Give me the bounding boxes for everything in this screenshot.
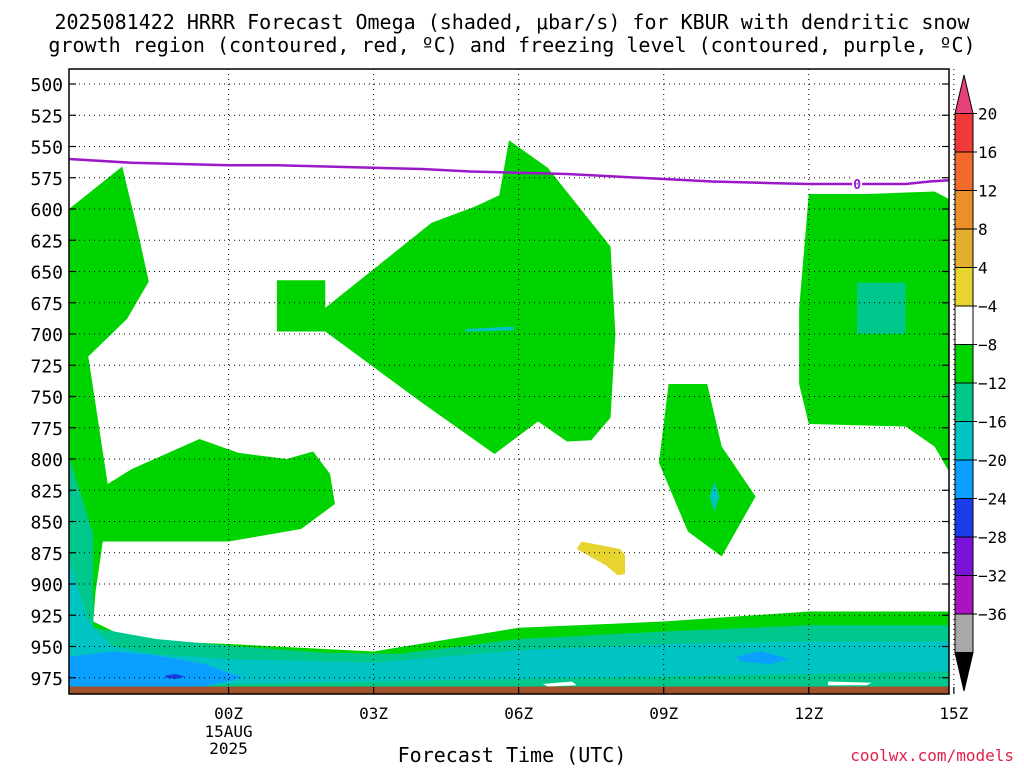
y-axis: 500 525 550 575 600 625 650 675 700 725 750 775 800 8… xyxy=(30,75,949,690)
omega-region-2 xyxy=(658,384,756,557)
colorbar-swatch xyxy=(954,344,974,384)
colorbar-label: −12 xyxy=(978,374,1007,393)
y-tick-label: 650 xyxy=(30,263,63,284)
omega-region-10 xyxy=(165,674,185,679)
colorbar-label: −36 xyxy=(978,605,1007,624)
y-tick-label: 950 xyxy=(30,638,63,659)
colorbar-swatch xyxy=(954,113,974,153)
x-tick-label: 06Z xyxy=(504,704,533,723)
x-tick-label: 15Z xyxy=(939,704,968,723)
omega-region-4 xyxy=(857,282,906,334)
colorbar-label: 20 xyxy=(978,105,997,124)
colorbar-swatch xyxy=(954,575,974,615)
colorbar-swatch xyxy=(954,228,974,268)
x-tick-label: 00Z xyxy=(214,704,243,723)
colorbar-label: −4 xyxy=(978,297,997,316)
omega-region-7 xyxy=(69,559,949,692)
y-tick-label: 825 xyxy=(30,481,63,502)
colorbar-label: −20 xyxy=(978,451,1007,470)
omega-region-6 xyxy=(69,456,949,694)
x-axis-title: Forecast Time (UTC) xyxy=(397,743,627,767)
omega-region-8 xyxy=(69,651,244,692)
y-tick-label: 875 xyxy=(30,544,63,565)
omega-region-12 xyxy=(465,326,514,332)
y-tick-label: 925 xyxy=(30,606,63,627)
colorbar-swatch xyxy=(954,382,974,422)
y-tick-label: 675 xyxy=(30,294,63,315)
y-tick-label: 625 xyxy=(30,231,63,252)
omega-region-5 xyxy=(576,541,625,576)
y-tick-label: 575 xyxy=(30,169,63,190)
colorbar-swatch xyxy=(954,305,974,345)
y-tick-label: 900 xyxy=(30,575,63,596)
colorbar: 20 16 12 8 4 −4 −8 −12 −16 −20 −24 −28 −32 −36 xyxy=(954,74,1007,692)
x-tick-sublabel: 15AUG xyxy=(204,722,252,741)
omega-region-9 xyxy=(736,651,790,664)
credit-link[interactable]: coolwx.com/models xyxy=(850,746,1014,765)
x-tick-sublabel: 2025 xyxy=(209,739,248,758)
colorbar-label: 4 xyxy=(978,259,988,278)
chart-title-line2: growth region (contoured, red, ºC) and f… xyxy=(48,33,976,57)
y-tick-label: 525 xyxy=(30,106,63,127)
colorbar-swatch xyxy=(954,652,974,692)
y-tick-label: 500 xyxy=(30,75,63,96)
y-tick-label: 850 xyxy=(30,513,63,534)
colorbar-label: −28 xyxy=(978,528,1007,547)
y-tick-label: 750 xyxy=(30,388,63,409)
freezing-level-line xyxy=(68,157,950,186)
colorbar-label: −16 xyxy=(978,413,1007,432)
colorbar-label: 8 xyxy=(978,220,988,239)
omega-region-1 xyxy=(276,140,616,455)
colorbar-swatch xyxy=(954,498,974,538)
y-tick-label: 775 xyxy=(30,419,63,440)
freezing-level-label-bg xyxy=(852,176,863,192)
y-tick-label: 550 xyxy=(30,138,63,159)
chart-title-line1: 2025081422 HRRR Forecast Omega (shaded, … xyxy=(54,10,970,34)
colorbar-swatch xyxy=(954,536,974,576)
colorbar-swatch xyxy=(954,421,974,461)
y-tick-label: 700 xyxy=(30,325,63,346)
colorbar-label: −32 xyxy=(978,567,1007,586)
y-tick-label: 975 xyxy=(30,669,63,690)
y-tick-label: 800 xyxy=(30,450,63,471)
colorbar-swatch xyxy=(954,267,974,307)
omega-region-14 xyxy=(828,681,872,686)
y-tick-label: 725 xyxy=(30,356,63,377)
colorbar-swatch xyxy=(954,151,974,191)
colorbar-swatch xyxy=(954,190,974,230)
colorbar-label: 12 xyxy=(978,182,997,201)
colorbar-label: −24 xyxy=(978,490,1007,509)
colorbar-swatch xyxy=(954,74,974,114)
omega-region-13 xyxy=(542,681,577,687)
omega-region-15 xyxy=(69,686,949,694)
freezing-level-label: 0 xyxy=(853,178,861,193)
x-tick-label: 03Z xyxy=(359,704,388,723)
omega-region-11 xyxy=(709,481,720,512)
freezing-level-group: 0 xyxy=(68,157,950,193)
colorbar-swatch xyxy=(954,459,974,499)
colorbar-label: −8 xyxy=(978,336,997,355)
x-tick-label: 09Z xyxy=(649,704,678,723)
gridlines xyxy=(69,69,955,694)
plot-frame xyxy=(68,68,950,695)
colorbar-swatch xyxy=(954,613,974,653)
colorbar-label: 16 xyxy=(978,143,997,162)
x-tick-label: 12Z xyxy=(794,704,823,723)
omega-regions xyxy=(69,140,949,694)
y-tick-label: 600 xyxy=(30,200,63,221)
